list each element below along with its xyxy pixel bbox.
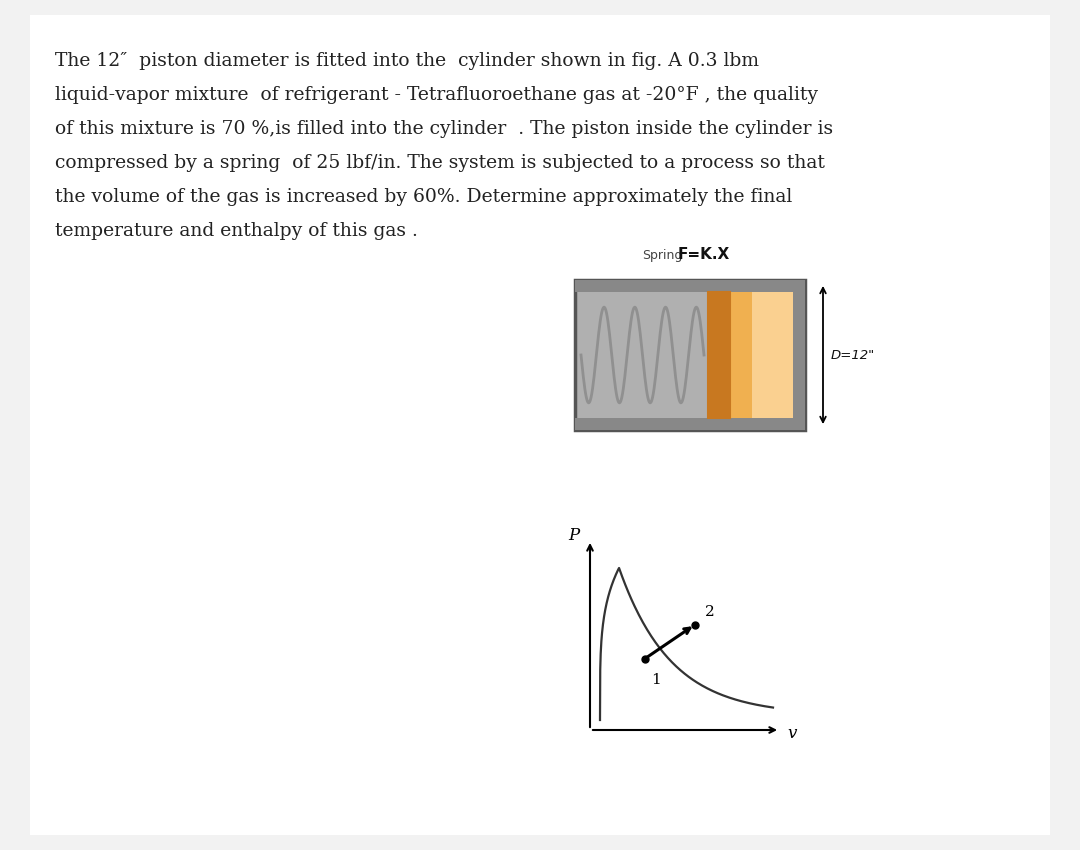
Text: F=K.X: F=K.X [677, 247, 730, 262]
Bar [730, 292, 752, 418]
Bar [708, 292, 730, 418]
Bar [575, 280, 805, 430]
Text: Spring: Spring [643, 249, 683, 262]
Bar [793, 280, 805, 430]
Text: P: P [568, 528, 580, 545]
Text: 1: 1 [651, 672, 661, 687]
Text: compressed by a spring  of 25 lbf/in. The system is subjected to a process so th: compressed by a spring of 25 lbf/in. The… [55, 154, 825, 172]
Text: the volume of the gas is increased by 60%. Determine approximately the final: the volume of the gas is increased by 60… [55, 188, 793, 206]
Text: The 12″  piston diameter is fitted into the  cylinder shown in fig. A 0.3 lbm: The 12″ piston diameter is fitted into t… [55, 52, 759, 70]
Bar [575, 418, 805, 430]
Text: of this mixture is 70 %,is filled into the cylinder  . The piston inside the cyl: of this mixture is 70 %,is filled into t… [55, 120, 833, 138]
Bar [730, 292, 793, 418]
Text: temperature and enthalpy of this gas .: temperature and enthalpy of this gas . [55, 222, 418, 240]
Text: liquid-vapor mixture  of refrigerant - Tetrafluoroethane gas at -20°F , the qual: liquid-vapor mixture of refrigerant - Te… [55, 86, 818, 104]
Text: D=12": D=12" [831, 348, 875, 361]
Text: v: v [787, 726, 797, 743]
Text: 2: 2 [705, 604, 715, 619]
Bar [575, 280, 805, 292]
